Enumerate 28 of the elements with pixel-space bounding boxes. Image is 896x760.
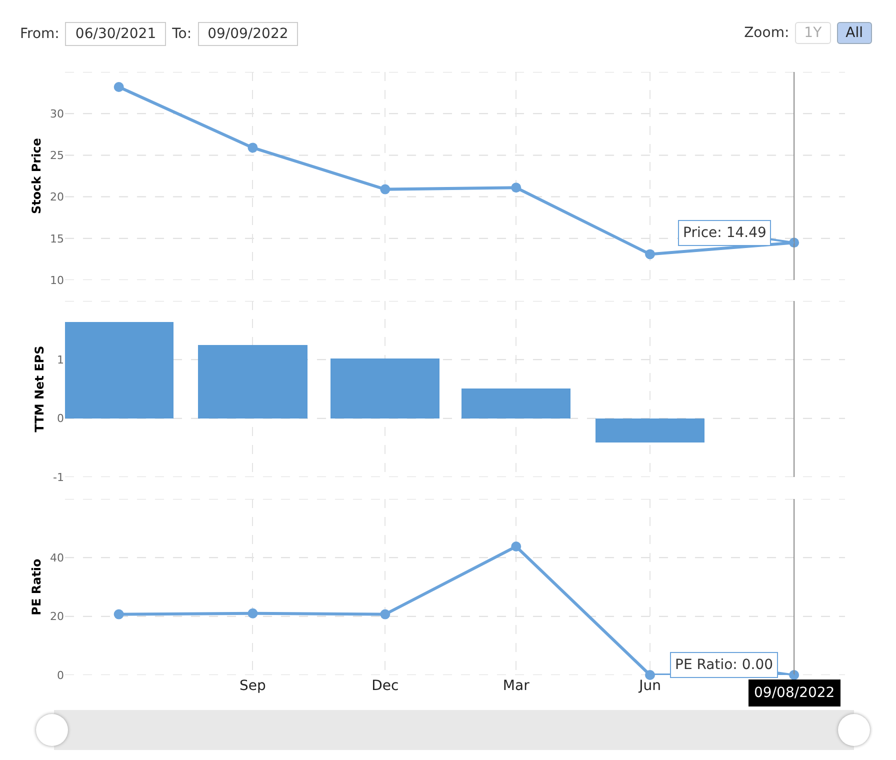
y-tick-label: 1 <box>57 354 64 367</box>
y-tick-label: 40 <box>50 552 64 565</box>
y-tick-label: -1 <box>53 470 64 484</box>
text: 06/30/2021 <box>65 22 166 46</box>
annotation: PE Ratio: 0.00 <box>675 657 774 673</box>
y-tick-label: 15 <box>50 232 64 246</box>
text: 09/09/2022 <box>198 22 298 46</box>
y-tick-label: 10 <box>50 274 64 287</box>
x-tick-label: Sep <box>240 678 266 694</box>
ref-line-label: 09/08/2022 <box>754 685 835 701</box>
y-axis-title: TTM Net EPS <box>32 346 46 432</box>
x-tick-label: Mar <box>502 678 530 694</box>
y-tick-label: 0 <box>57 668 64 682</box>
text: 1Y <box>795 22 831 44</box>
text: All <box>836 22 872 44</box>
y-tick-label: 25 <box>50 149 64 162</box>
text: To: <box>172 26 192 42</box>
y-axis-title: Stock Price <box>29 138 44 214</box>
y-tick-label: 30 <box>50 107 64 120</box>
x-tick-label: Jun <box>638 678 661 694</box>
y-axis-title: PE Ratio <box>29 558 44 616</box>
x-tick-label: Dec <box>372 678 399 694</box>
y-tick-label: 0 <box>57 412 64 426</box>
annotation: Price: 14.49 <box>683 225 766 241</box>
y-tick-label: 20 <box>50 610 64 624</box>
text: From: <box>20 26 60 42</box>
y-tick-label: 20 <box>50 190 64 204</box>
text: Zoom: <box>744 25 790 41</box>
